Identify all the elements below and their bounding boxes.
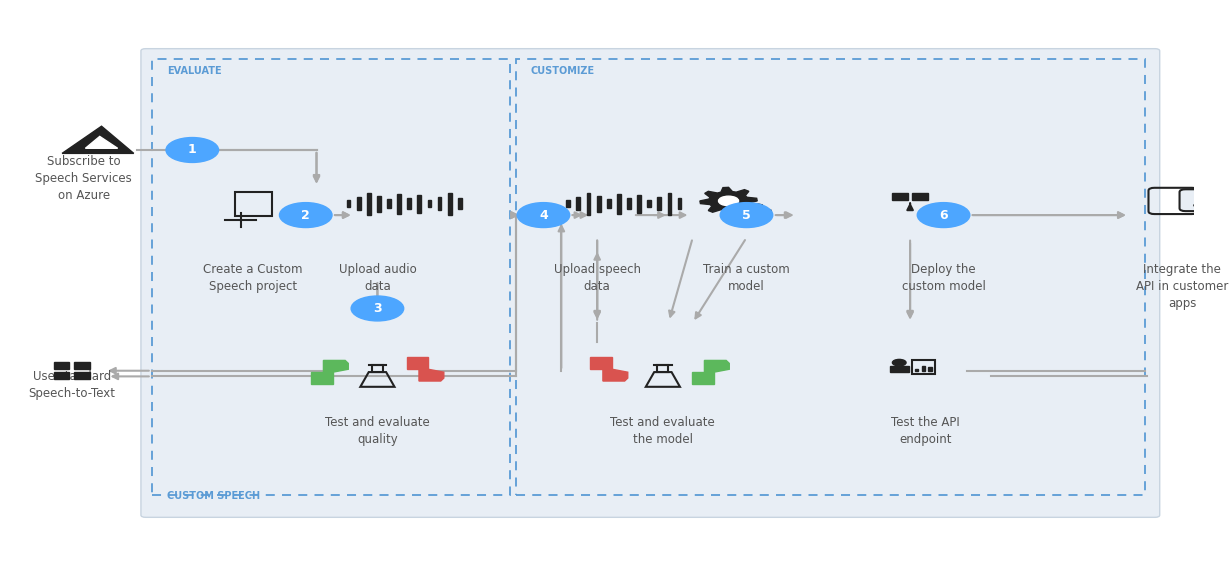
Circle shape [166, 138, 219, 162]
FancyBboxPatch shape [915, 369, 918, 371]
Text: Use standard
Speech-to-Text: Use standard Speech-to-Text [28, 370, 116, 400]
Bar [617, 194, 620, 214]
Polygon shape [62, 126, 134, 153]
Circle shape [1194, 204, 1199, 207]
Text: 4: 4 [539, 209, 548, 221]
Text: Integrate the
API in customer
apps: Integrate the API in customer apps [1136, 263, 1229, 310]
Bar [677, 198, 682, 209]
Bar [587, 192, 591, 215]
Bar [407, 198, 411, 209]
Text: 2: 2 [302, 209, 310, 221]
FancyBboxPatch shape [74, 362, 90, 370]
Circle shape [719, 196, 739, 205]
Circle shape [720, 203, 773, 228]
Polygon shape [692, 372, 714, 384]
Bar [367, 192, 371, 215]
Polygon shape [311, 372, 332, 384]
Polygon shape [734, 204, 772, 221]
Circle shape [279, 203, 332, 228]
Text: Test the API
endpoint: Test the API endpoint [891, 416, 960, 446]
Polygon shape [890, 366, 908, 372]
Text: 5: 5 [742, 209, 751, 221]
Polygon shape [406, 358, 428, 369]
Bar [387, 199, 391, 208]
FancyBboxPatch shape [54, 372, 69, 379]
Text: 1: 1 [188, 144, 197, 156]
FancyBboxPatch shape [1179, 189, 1214, 211]
Text: CUSTOM SPEECH: CUSTOM SPEECH [167, 491, 260, 501]
Polygon shape [324, 361, 348, 372]
Bar [417, 195, 421, 213]
Text: Train a custom
model: Train a custom model [703, 263, 790, 293]
Text: Test and evaluate
the model: Test and evaluate the model [611, 416, 715, 446]
Text: 3: 3 [373, 302, 382, 315]
Bar [627, 198, 632, 209]
Bar [597, 196, 601, 212]
Text: Upload audio
data: Upload audio data [339, 263, 416, 293]
Bar [377, 196, 380, 212]
Bar [657, 197, 661, 211]
Bar [638, 195, 641, 213]
Bar [648, 200, 651, 207]
FancyBboxPatch shape [922, 366, 926, 371]
Text: EVALUATE: EVALUATE [167, 66, 222, 76]
FancyBboxPatch shape [140, 49, 1160, 517]
Bar [576, 197, 580, 211]
Bar [458, 198, 462, 209]
Text: Create a Custom
Speech project: Create a Custom Speech project [203, 263, 303, 293]
Polygon shape [603, 369, 628, 381]
Polygon shape [704, 361, 729, 372]
FancyBboxPatch shape [74, 372, 90, 379]
Polygon shape [700, 187, 757, 215]
FancyBboxPatch shape [54, 362, 69, 370]
Bar [607, 199, 611, 208]
Text: Upload speech
data: Upload speech data [554, 263, 640, 293]
Bar [438, 197, 442, 211]
Bar [427, 200, 431, 207]
Bar [667, 192, 671, 215]
Polygon shape [85, 136, 118, 148]
Text: 6: 6 [939, 209, 948, 221]
Bar [357, 197, 361, 211]
FancyBboxPatch shape [892, 193, 908, 199]
Circle shape [736, 205, 745, 209]
Bar [566, 200, 570, 207]
Bar [448, 192, 452, 215]
Text: Subscribe to
Speech Services
on Azure: Subscribe to Speech Services on Azure [36, 155, 132, 202]
Text: Deploy the
custom model: Deploy the custom model [901, 263, 986, 293]
Circle shape [917, 203, 970, 228]
Polygon shape [591, 358, 612, 369]
Bar [347, 200, 351, 207]
Bar [398, 194, 401, 214]
Text: CUSTOMIZE: CUSTOMIZE [531, 66, 595, 76]
Circle shape [351, 296, 404, 321]
Text: Test and evaluate
quality: Test and evaluate quality [325, 416, 430, 446]
FancyBboxPatch shape [912, 193, 928, 199]
FancyBboxPatch shape [928, 367, 932, 371]
Polygon shape [419, 369, 444, 381]
Circle shape [746, 209, 760, 216]
Circle shape [517, 203, 570, 228]
Circle shape [892, 359, 906, 366]
